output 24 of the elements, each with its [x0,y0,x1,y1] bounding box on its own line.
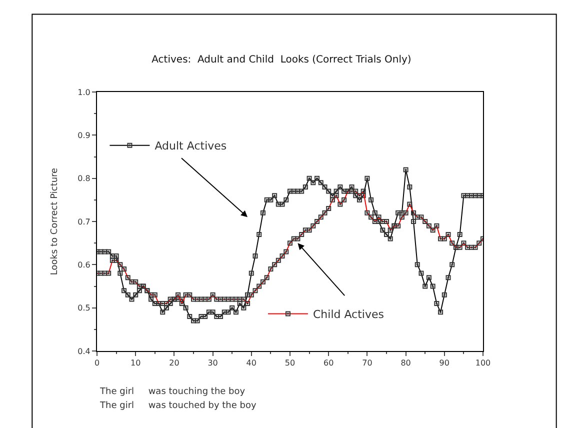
x-tick-label: 20 [169,358,180,368]
y-tick-label: 0.7 [78,217,90,226]
legend-label: Child Actives [312,308,384,321]
x-tick-label: 70 [362,358,372,368]
y-axis-title: Looks to Correct Picture [50,167,60,276]
x-tick-label: 60 [324,358,334,368]
y-tick-label: 0.6 [78,260,90,270]
y-tick-label: 0.8 [78,174,90,184]
x-tick-label: 90 [439,358,450,368]
x-tick-label: 80 [400,358,411,368]
x-tick-label: 10 [130,358,141,368]
x-tick-label: 0 [94,358,100,368]
text: The girl was touching the boy [99,387,246,397]
y-tick-label: 0.5 [78,304,90,313]
y-tick-label: 0.9 [78,130,90,140]
chart-title: Actives: Adult and Child Looks (Correct Trials Only) [152,54,412,66]
legend-label: Adult Actives [154,140,227,153]
text: The girl was touched by the boy [99,401,257,411]
x-tick-label: 100 [475,358,491,368]
x-tick-label: 30 [208,358,218,368]
x-tick-label: 40 [246,358,256,368]
y-tick-label: 1.0 [78,88,90,97]
x-tick-label: 50 [284,358,296,368]
y-tick-label: 0.4 [78,346,90,356]
